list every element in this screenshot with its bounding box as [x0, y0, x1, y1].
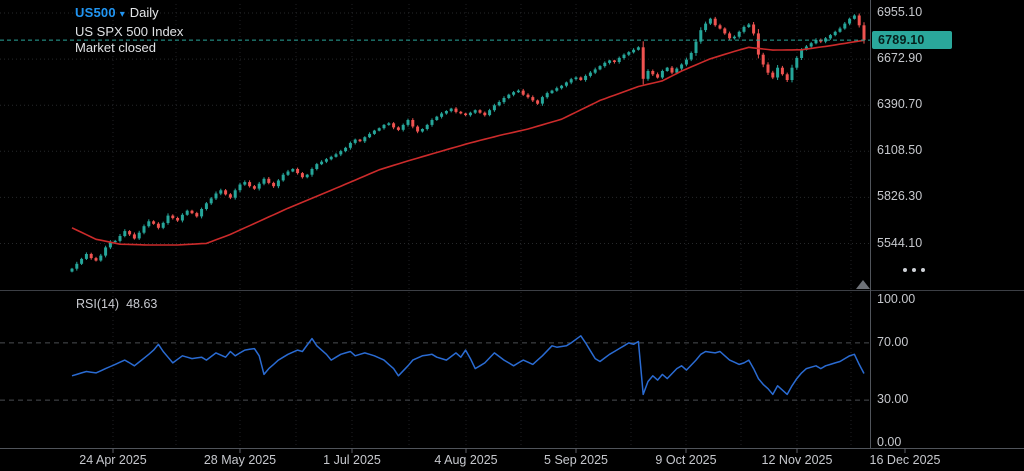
date-axis-label: 28 May 2025: [203, 453, 277, 467]
date-axis-label: 16 Dec 2025: [869, 453, 941, 467]
symbol-description: US SPX 500 Index: [75, 23, 184, 39]
rsi-axis-label: 30.00: [877, 392, 909, 407]
rsi-axis-label: 70.00: [877, 334, 909, 349]
price-axis-label: 5544.10: [877, 235, 923, 250]
last-price-value: 6789.10: [878, 33, 925, 47]
market-status: Market closed: [75, 40, 156, 55]
date-axis-label: 5 Sep 2025: [544, 453, 608, 467]
date-axis-label: 12 Nov 2025: [761, 453, 833, 467]
symbol-row: US500 ▾ Daily: [75, 5, 183, 24]
interval-label[interactable]: Daily: [129, 5, 159, 20]
date-axis-label: 24 Apr 2025: [79, 453, 147, 467]
symbol-dropdown-icon[interactable]: ▾: [119, 9, 125, 20]
last-price-tag: 6789.10: [872, 31, 952, 49]
price-axis-label: 6672.90: [877, 51, 923, 66]
pane-scroll-marker-icon[interactable]: [856, 280, 870, 289]
rsi-legend: RSI(14) 48.63: [76, 297, 157, 311]
symbol-name[interactable]: US500: [75, 5, 116, 20]
price-scale-more-icon[interactable]: [903, 268, 925, 272]
price-axis-label: 6955.10: [877, 5, 923, 19]
rsi-value: 48.63: [126, 297, 158, 311]
symbol-legend: US500 ▾ Daily US SPX 500 Index Market clos…: [75, 5, 183, 57]
rsi-axis-label: 0.00: [877, 435, 902, 449]
price-axis-label: 5826.30: [877, 189, 923, 204]
rsi-label: RSI(14): [76, 297, 120, 311]
date-axis-label: 9 Oct 2025: [655, 453, 717, 467]
price-axis-label: 6390.70: [877, 97, 923, 112]
date-axis-label: 1 Jul 2025: [323, 453, 381, 467]
price-axis[interactable]: [870, 0, 1024, 448]
rsi-axis-label: 100.00: [877, 292, 916, 306]
price-axis-label: 6108.50: [877, 143, 923, 158]
date-axis-label: 4 Aug 2025: [434, 453, 498, 467]
